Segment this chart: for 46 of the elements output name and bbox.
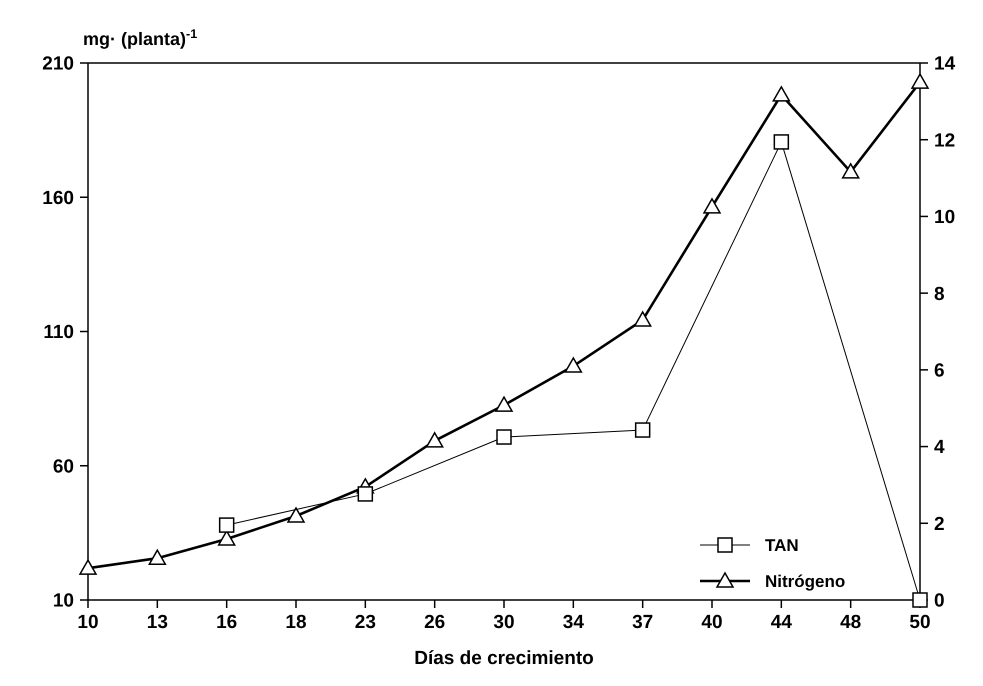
point <box>842 163 860 179</box>
point <box>426 432 444 448</box>
x-tick-label: 13 <box>146 612 168 633</box>
point <box>79 559 97 575</box>
point <box>564 357 582 373</box>
legend-label: Nitrógeno <box>765 572 846 591</box>
x-tick-label: 23 <box>354 612 376 633</box>
point <box>218 517 234 533</box>
y2-tick-label: 2 <box>934 514 945 535</box>
point <box>634 422 650 438</box>
x-tick-label: 34 <box>562 612 584 633</box>
point <box>774 134 790 150</box>
y-tick-label: 160 <box>42 188 74 209</box>
x-tick-label: 50 <box>909 612 931 633</box>
x-tick-label: 16 <box>216 612 238 633</box>
y-tick-label: 10 <box>52 590 74 612</box>
x-tick-label: 48 <box>840 612 862 633</box>
y2-tick-label: 14 <box>934 54 956 75</box>
y2-tick-label: 8 <box>934 284 945 305</box>
x-tick-label: 30 <box>493 612 515 633</box>
y2-tick-label: 12 <box>934 130 956 152</box>
point <box>358 486 374 502</box>
point <box>148 549 166 565</box>
y2-tick-label: 6 <box>934 360 945 382</box>
point <box>287 507 305 523</box>
point <box>911 73 929 89</box>
point <box>772 86 790 102</box>
y-tick-label: 210 <box>42 54 74 75</box>
y-tick-label: 60 <box>52 456 74 478</box>
legend-label: TAN <box>765 536 799 555</box>
x-tick-label: 44 <box>770 612 792 633</box>
point <box>703 198 721 214</box>
point <box>495 396 513 412</box>
x-tick-label: 26 <box>424 612 446 633</box>
x-tick-label: 37 <box>632 612 654 633</box>
y-tick-label: 110 <box>43 322 74 344</box>
y2-tick-label: 10 <box>934 207 956 228</box>
y2-tick-label: 4 <box>934 437 945 458</box>
x-tick-label: 10 <box>77 612 99 633</box>
x-axis-title: Días de crecimiento <box>414 648 594 669</box>
point <box>496 429 512 445</box>
x-tick-label: 40 <box>701 612 723 633</box>
y-axis-title: mg· (planta)$^{-1}$ <box>83 27 198 49</box>
x-tick-label: 18 <box>285 612 307 633</box>
point <box>634 311 652 327</box>
y2-tick-label: 0 <box>934 590 945 612</box>
